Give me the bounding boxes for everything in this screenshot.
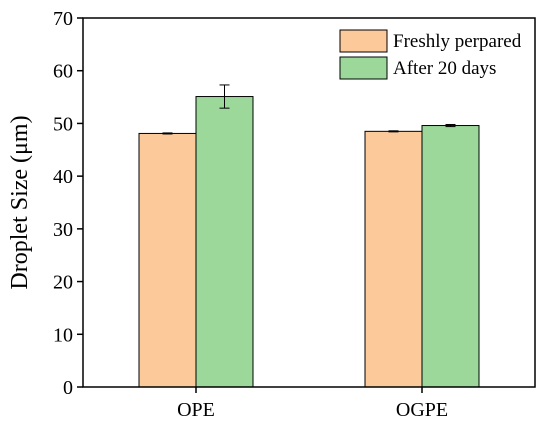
- y-tick-label: 20: [53, 272, 73, 294]
- y-tick-label: 70: [53, 8, 73, 30]
- legend: Freshly perpared After 20 days: [339, 29, 522, 80]
- bar-ope-series-1: [138, 132, 197, 388]
- y-axis-title: Droplet Size (μm): [7, 115, 33, 289]
- legend-swatch-series-1: [339, 29, 388, 53]
- y-tick-label: 0: [63, 377, 73, 399]
- y-tick-label: 50: [53, 113, 73, 135]
- bar-ogpe-series-1: [364, 130, 423, 388]
- x-axis-ticks: OPE OGPE: [177, 387, 448, 421]
- legend-label-series-2: After 20 days: [393, 58, 496, 79]
- y-tick-label: 30: [53, 219, 73, 241]
- y-axis-ticks: 0 10 20 30 40 50 60 70: [53, 8, 83, 399]
- y-tick-label: 60: [53, 61, 73, 83]
- error-bar-ogpe-series-2: [445, 123, 456, 128]
- y-tick-label: 40: [53, 166, 73, 188]
- x-tick-label-ope: OPE: [177, 399, 215, 421]
- plot-area-frame: [82, 17, 536, 388]
- bars-layer: [138, 96, 480, 388]
- bar-ogpe-series-2: [421, 125, 480, 388]
- x-tick-label-ogpe: OGPE: [396, 399, 448, 421]
- error-bar-ope-series-2: [219, 84, 230, 109]
- error-bar-ogpe-series-1: [388, 130, 399, 133]
- y-tick-label: 10: [53, 324, 73, 346]
- error-bar-ope-series-1: [162, 132, 173, 135]
- bar-ope-series-2: [195, 96, 254, 388]
- error-bars-layer: [162, 84, 456, 135]
- legend-swatch-series-2: [339, 56, 388, 80]
- legend-label-series-1: Freshly perpared: [393, 31, 522, 52]
